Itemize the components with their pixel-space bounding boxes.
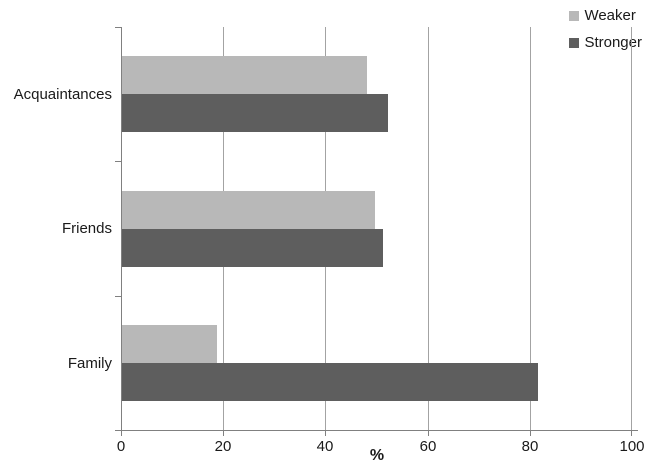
category-axis-line	[121, 27, 122, 430]
bar-stronger-acquaintances	[122, 94, 388, 132]
legend-label-stronger: Stronger	[584, 34, 642, 51]
legend-item-weaker: Weaker	[569, 2, 642, 29]
bar-stronger-family	[122, 363, 538, 401]
bar-weaker-family	[122, 325, 217, 363]
category-label-acquaintances: Acquaintances	[13, 85, 112, 103]
x-axis-title: %	[369, 447, 385, 464]
x-tick-mark-100	[631, 430, 632, 436]
gridline-x-60	[428, 27, 429, 430]
x-tick-mark-80	[530, 430, 531, 436]
x-tick-label-80: 80	[521, 438, 539, 455]
x-tick-mark-40	[325, 430, 326, 436]
legend-swatch-stronger-icon	[569, 37, 580, 48]
plot-area	[121, 27, 632, 430]
y-tick-mark-0	[115, 27, 122, 28]
bar-weaker-acquaintances	[122, 56, 367, 94]
x-tick-mark-20	[223, 430, 224, 436]
category-label-family: Family	[67, 354, 112, 372]
legend-label-weaker: Weaker	[584, 7, 636, 24]
category-label-friends: Friends	[61, 219, 112, 237]
bar-stronger-friends	[122, 229, 383, 267]
x-tick-label-0: 0	[116, 438, 126, 455]
gridline-x-80	[530, 27, 531, 430]
legend-item-stronger: Stronger	[569, 29, 642, 56]
y-tick-mark-2	[115, 296, 122, 297]
y-tick-mark-3	[115, 430, 122, 431]
x-tick-label-60: 60	[419, 438, 437, 455]
y-tick-mark-1	[115, 161, 122, 162]
x-tick-mark-0	[121, 430, 122, 436]
gridline-x-100	[631, 27, 632, 430]
bar-weaker-friends	[122, 191, 375, 229]
x-tick-mark-60	[428, 430, 429, 436]
chart-legend: Weaker Stronger	[569, 2, 642, 56]
x-tick-label-100: 100	[619, 438, 645, 455]
legend-swatch-weaker-icon	[569, 10, 580, 21]
x-axis-line	[117, 430, 638, 431]
x-tick-label-40: 40	[316, 438, 334, 455]
x-tick-label-20: 20	[214, 438, 232, 455]
